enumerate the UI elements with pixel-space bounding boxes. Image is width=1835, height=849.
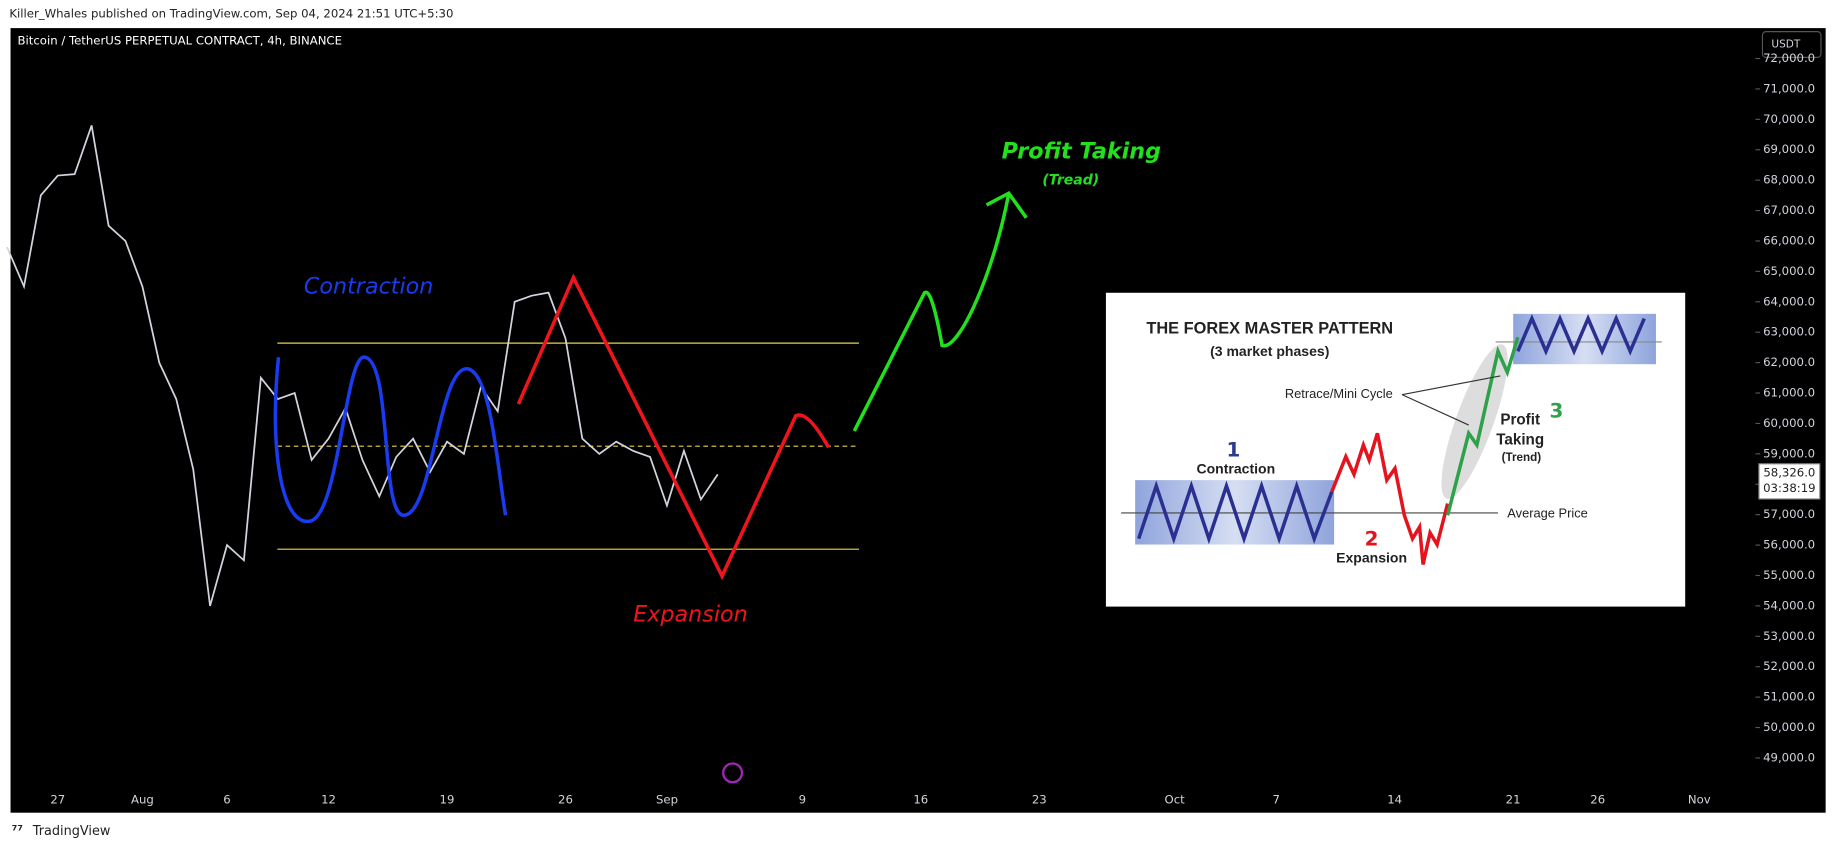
y-tick-label: 72,000.0 (1763, 51, 1815, 65)
y-tick-label: 63,000.0 (1763, 325, 1815, 339)
inset-label: Expansion (1336, 549, 1407, 565)
y-tick-label: 55,000.0 (1763, 568, 1815, 582)
footer: TradingView (32, 824, 111, 839)
event-icon (722, 762, 744, 784)
y-tick-label: 67,000.0 (1763, 203, 1815, 217)
x-tick-label: 12 (321, 792, 336, 806)
annotation: Contraction (304, 273, 433, 299)
y-tick-label: 59,000.0 (1763, 446, 1815, 460)
inset-number: 3 (1550, 400, 1564, 423)
inset-title: THE FOREX MASTER PATTERN (1146, 319, 1393, 337)
y-tick-label: 51,000.0 (1763, 690, 1815, 704)
y-tick-label: 50,000.0 (1763, 720, 1815, 734)
x-tick-label: Oct (1165, 792, 1186, 806)
inset-label: Average Price (1507, 505, 1588, 520)
inset-label: Contraction (1196, 460, 1275, 476)
x-tick-label: 21 (1506, 792, 1521, 806)
footer-logo: ⁷⁷ (12, 824, 23, 839)
inset-label: Retrace/Mini Cycle (1285, 386, 1393, 401)
annotation: (Tread) (1042, 172, 1099, 188)
y-tick-label: 62,000.0 (1763, 355, 1815, 369)
inset-zigzag (1137, 480, 1334, 545)
y-tick-label: 64,000.0 (1763, 294, 1815, 308)
x-tick-label: 7 (1272, 792, 1279, 806)
y-tick-label: 60,000.0 (1763, 416, 1815, 430)
x-tick-label: Nov (1688, 792, 1711, 806)
x-tick-label: Aug (131, 792, 154, 806)
price-line (6, 125, 719, 607)
x-tick-label: 14 (1387, 792, 1402, 806)
annotation: Profit Taking (1002, 139, 1161, 165)
y-tick-label: 66,000.0 (1763, 233, 1815, 247)
x-tick-label: Sep (656, 792, 678, 806)
contraction-curve (273, 355, 508, 523)
x-tick-label: 26 (1590, 792, 1605, 806)
x-tick-label: 19 (440, 792, 455, 806)
y-tick-label: 57,000.0 (1763, 507, 1815, 521)
x-tick-label: 16 (913, 792, 928, 806)
inset-box (1513, 313, 1656, 365)
x-tick-label: 27 (50, 792, 65, 806)
y-tick-label: 52,000.0 (1763, 659, 1815, 673)
chart-title: Bitcoin / TetherUS PERPETUAL CONTRACT, 4… (18, 33, 342, 47)
inset-subtitle: (3 market phases) (1210, 343, 1329, 359)
inset-label: (Trend) (1502, 451, 1542, 464)
x-tick-label: 23 (1032, 792, 1047, 806)
inset-arrows (1401, 375, 1501, 426)
inset-trend (1445, 336, 1520, 516)
inset-label: Profit (1500, 411, 1540, 428)
y-tick-label: 61,000.0 (1763, 386, 1815, 400)
profit-curve (852, 190, 1028, 432)
header: Killer_Whales published on TradingView.c… (9, 7, 453, 21)
last-price: 58,326.0 (1763, 466, 1815, 480)
y-tick-label: 69,000.0 (1763, 142, 1815, 156)
y-tick-label: 53,000.0 (1763, 629, 1815, 643)
last-price-box (1758, 463, 1821, 500)
y-tick-label: 49,000.0 (1763, 750, 1815, 764)
annotation: Expansion (633, 601, 747, 627)
y-tick-label: 70,000.0 (1763, 112, 1815, 126)
y-tick-label: 54,000.0 (1763, 598, 1815, 612)
x-tick-label: 9 (799, 792, 806, 806)
x-tick-label: 26 (558, 792, 573, 806)
inset-number: 1 (1227, 438, 1241, 461)
y-tick-label: 71,000.0 (1763, 81, 1815, 95)
y-tick-label: 68,000.0 (1763, 173, 1815, 187)
expansion-curve (516, 273, 831, 581)
inset-expansion (1330, 432, 1450, 565)
countdown: 03:38:19 (1763, 481, 1815, 495)
currency: USDT (1771, 38, 1800, 50)
y-tick-label: 65,000.0 (1763, 264, 1815, 278)
currency-box (1761, 31, 1822, 58)
inset-zigzag (1516, 314, 1646, 356)
inset-number: 2 (1365, 527, 1379, 550)
y-tick-label: 56,000.0 (1763, 538, 1815, 552)
inset-label: Taking (1496, 431, 1544, 448)
x-tick-label: 6 (223, 792, 230, 806)
